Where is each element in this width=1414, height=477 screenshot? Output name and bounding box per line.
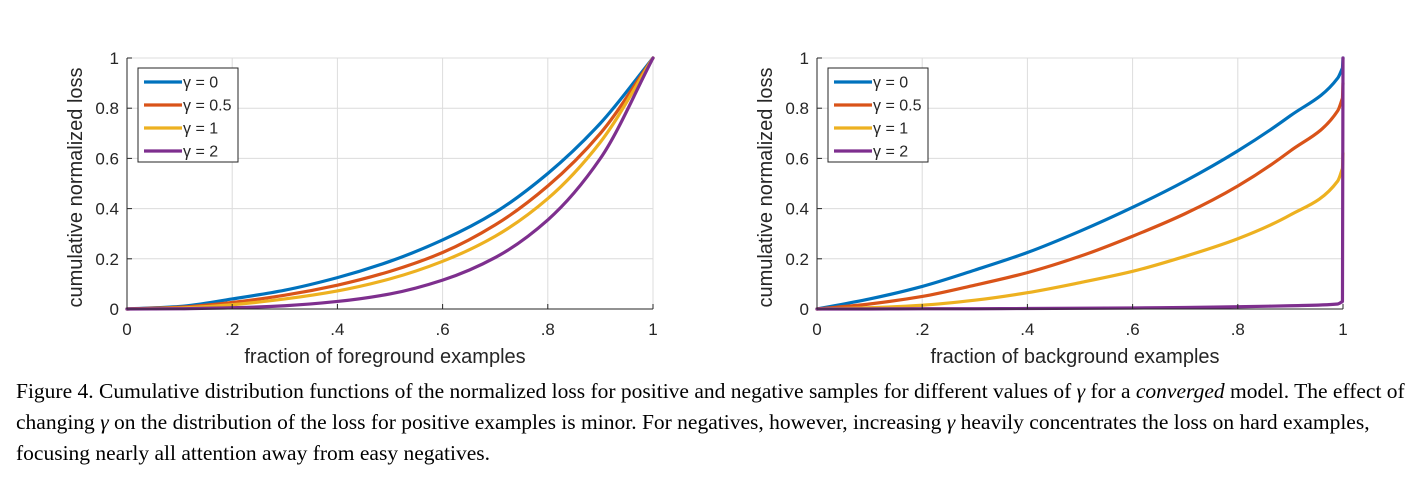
x-tick-label: 0 <box>812 320 821 339</box>
series-line <box>815 151 1345 311</box>
x-tick-label: .2 <box>915 320 929 339</box>
caption-part: model. The effect of changing <box>16 379 1405 434</box>
caption-part: on the distribution of the loss for posi… <box>108 410 947 434</box>
legend-box <box>827 67 929 163</box>
y-tick-label: 0.2 <box>95 250 119 269</box>
x-tick-label: 1 <box>648 320 657 339</box>
x-tick-label: .8 <box>1231 320 1245 339</box>
x-tick-label: .2 <box>225 320 239 339</box>
y-tick-label: 0 <box>110 300 119 319</box>
caption-part: heavily concentrates the loss on hard ex… <box>16 410 1370 465</box>
series-line <box>125 56 655 311</box>
legend-label: γ = 0.5 <box>183 98 232 115</box>
series-line <box>125 56 655 311</box>
y-tick-label: 1 <box>110 49 119 68</box>
x-tick-label: .8 <box>541 320 555 339</box>
y-axis-label: cumulative normalized loss <box>65 67 87 307</box>
y-tick-label: 1 <box>800 49 809 68</box>
x-tick-label: 0 <box>122 320 131 339</box>
y-tick-label: 0.8 <box>95 99 119 118</box>
legend-label: γ = 0 <box>183 75 218 92</box>
legend-label: γ = 0.5 <box>873 98 922 115</box>
legend-label: γ = 1 <box>183 121 218 138</box>
legend-label: γ = 1 <box>873 121 908 138</box>
y-tick-label: 0.4 <box>95 200 119 219</box>
series-line <box>125 56 655 311</box>
caption-gamma-symbol: γ <box>100 410 109 434</box>
legend-label: γ = 2 <box>183 144 218 161</box>
x-tick-label: .4 <box>330 320 344 339</box>
x-axis-label: fraction of background examples <box>930 346 1219 368</box>
caption-part: for a <box>1085 379 1136 403</box>
caption-gamma-symbol: γ <box>946 410 956 434</box>
x-tick-label: .6 <box>1126 320 1140 339</box>
x-tick-label: .6 <box>436 320 450 339</box>
x-axis-label: fraction of foreground examples <box>244 346 525 368</box>
y-tick-label: 0.6 <box>95 149 119 168</box>
x-tick-label: 1 <box>1338 320 1347 339</box>
figure-caption: Figure 4. Cumulative distribution functi… <box>16 376 1406 469</box>
series-line <box>815 81 1345 311</box>
series-line <box>125 56 655 311</box>
y-tick-label: 0 <box>800 300 809 319</box>
y-tick-label: 0.8 <box>785 99 809 118</box>
caption-gamma-symbol: γ <box>1076 379 1086 403</box>
legend-box <box>137 67 239 163</box>
legend-label: γ = 2 <box>873 144 908 161</box>
caption-part: Figure 4. Cumulative distribution functi… <box>16 379 1077 403</box>
y-tick-label: 0.6 <box>785 149 809 168</box>
caption-emphasis: converged <box>1135 379 1225 403</box>
y-tick-label: 0.2 <box>785 250 809 269</box>
legend-label: γ = 0 <box>873 75 908 92</box>
y-tick-label: 0.4 <box>785 200 809 219</box>
x-tick-label: .4 <box>1020 320 1034 339</box>
y-axis-label: cumulative normalized loss <box>755 67 777 307</box>
series-line <box>815 56 1345 311</box>
